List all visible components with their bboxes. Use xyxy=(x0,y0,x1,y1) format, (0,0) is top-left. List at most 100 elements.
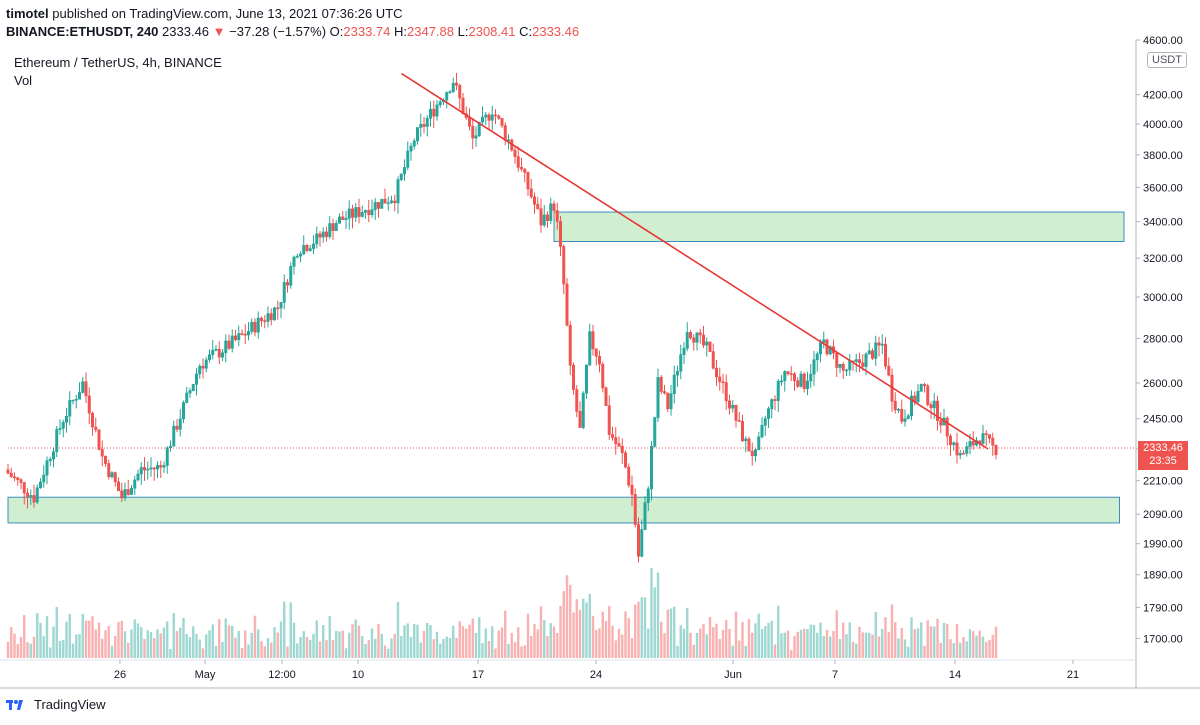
open-label: O: xyxy=(329,24,344,39)
candle-body xyxy=(360,212,364,217)
volume-bar xyxy=(370,628,374,658)
candle-body xyxy=(675,370,679,376)
candle-body xyxy=(383,198,387,204)
candle-body xyxy=(630,484,634,495)
candle-body xyxy=(877,342,881,346)
candle-body xyxy=(987,434,991,439)
volume-bar xyxy=(910,617,913,658)
volume-bar xyxy=(387,648,390,658)
volume-bar xyxy=(819,622,822,658)
candle-body xyxy=(714,367,718,378)
volume-bar xyxy=(305,636,309,658)
volume-bar xyxy=(614,640,617,658)
candle-body xyxy=(143,467,147,471)
candle-body xyxy=(146,468,150,471)
volume-bar xyxy=(806,629,809,658)
candle-body xyxy=(542,214,546,226)
candle-body xyxy=(412,140,416,147)
volume-bar xyxy=(465,628,468,658)
volume-bar xyxy=(936,618,939,658)
candle-body xyxy=(490,114,494,121)
candle-body xyxy=(493,114,497,117)
volume-bar xyxy=(283,601,286,658)
candle-body xyxy=(597,356,601,365)
volume-bar xyxy=(309,639,312,658)
volume-bar xyxy=(747,619,751,658)
candle-body xyxy=(188,390,192,394)
trendline xyxy=(401,72,989,450)
volume-bar xyxy=(140,627,143,658)
candle-body xyxy=(71,399,75,402)
volume-bar xyxy=(676,645,679,658)
volume-bar xyxy=(71,643,75,658)
candle-body xyxy=(835,352,839,368)
volume-bar xyxy=(487,641,491,658)
candle-body xyxy=(55,429,59,453)
candle-body xyxy=(42,474,46,483)
candle-body xyxy=(217,348,221,358)
candle-body xyxy=(409,145,413,152)
volume-bar xyxy=(78,633,81,658)
volume-bar xyxy=(120,620,123,658)
candle-body xyxy=(256,317,260,333)
volume-bar xyxy=(825,629,829,658)
candle-body xyxy=(311,243,315,249)
volume-bar xyxy=(656,572,660,658)
volume-bar xyxy=(929,626,933,658)
candle-body xyxy=(341,216,345,220)
volume-bar xyxy=(279,621,283,658)
volume-bar xyxy=(679,625,682,658)
volume-bar xyxy=(835,610,838,658)
volume-bar xyxy=(601,611,604,658)
y-tick-label: 2450.00 xyxy=(1143,414,1183,426)
y-tick-label: 2800.00 xyxy=(1143,333,1183,345)
volume-bar xyxy=(725,620,728,658)
footer-branding[interactable]: TradingView xyxy=(6,697,106,712)
candle-body xyxy=(393,200,397,204)
candle-body xyxy=(887,365,891,376)
footer-brand-text: TradingView xyxy=(34,697,106,712)
candle-body xyxy=(334,222,338,231)
candle-body xyxy=(484,114,488,118)
candle-body xyxy=(243,333,247,336)
candle-body xyxy=(162,465,166,468)
volume-bar xyxy=(848,622,851,658)
candle-body xyxy=(747,438,751,452)
volume-bar xyxy=(374,638,377,658)
volume-bar xyxy=(341,630,344,658)
volume-bar xyxy=(575,599,578,658)
candle-body xyxy=(805,380,809,390)
x-tick-label: May xyxy=(195,669,216,681)
candle-body xyxy=(919,384,923,392)
volume-bar xyxy=(513,642,517,658)
candle-body xyxy=(653,417,657,447)
volume-bar xyxy=(16,643,19,658)
volume-bar xyxy=(227,625,231,658)
candle-body xyxy=(100,449,104,457)
candle-body xyxy=(386,202,390,205)
candle-body xyxy=(792,373,796,381)
candle-body xyxy=(783,371,787,382)
volume-bar xyxy=(23,615,26,658)
candle-body xyxy=(402,167,406,175)
volume-bar xyxy=(861,632,864,658)
candle-body xyxy=(786,371,790,375)
volume-bar xyxy=(968,629,972,658)
volume-bar xyxy=(845,634,848,658)
high-value: 2347.88 xyxy=(407,24,455,39)
volume-bar xyxy=(988,639,991,658)
volume-bar xyxy=(478,617,481,658)
candle-body xyxy=(731,404,735,409)
volume-bar xyxy=(660,621,663,658)
candle-body xyxy=(770,399,774,410)
volume-bar xyxy=(780,633,783,658)
candle-body xyxy=(337,216,341,224)
currency-unit-badge[interactable]: USDT xyxy=(1147,52,1187,68)
volume-bar xyxy=(650,568,653,658)
candle-body xyxy=(666,392,670,410)
candle-body xyxy=(945,417,949,437)
volume-bar xyxy=(757,613,760,658)
candle-body xyxy=(539,208,543,226)
candle-body xyxy=(604,387,608,407)
